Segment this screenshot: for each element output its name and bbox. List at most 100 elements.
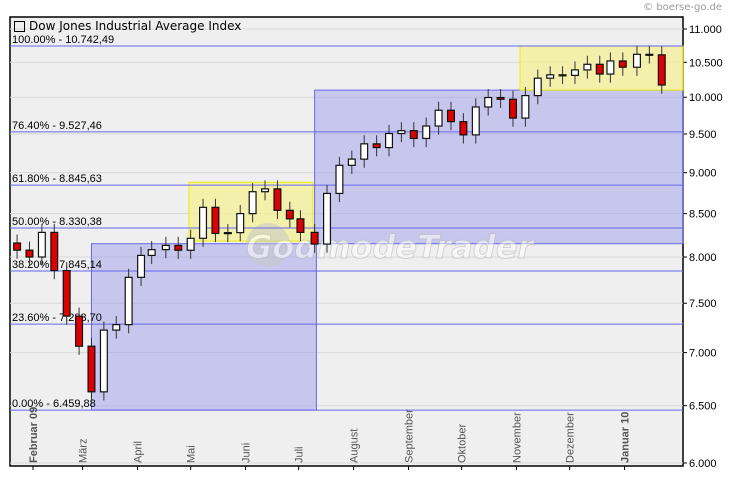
copyright-label: © boerse-go.de [643, 2, 722, 13]
y-tick-label: 10.000 [689, 92, 723, 104]
candle-body [75, 315, 84, 347]
candle [422, 117, 431, 148]
blue-zone [314, 89, 684, 245]
candle-body [645, 53, 654, 56]
candle [261, 180, 270, 201]
chart-title: Dow Jones Industrial Average Index [14, 19, 241, 33]
candle-body [124, 276, 133, 326]
candle-body [409, 130, 418, 140]
fib-level-label: 0.00% - 6.459,88 [12, 398, 96, 410]
y-tick-label: 6.500 [689, 401, 717, 413]
candle-body [37, 231, 46, 258]
candle [372, 135, 381, 157]
candle [137, 246, 146, 286]
legend-checkbox-icon[interactable] [14, 20, 25, 32]
candle [657, 46, 666, 94]
candle-body [161, 244, 170, 251]
candle [546, 66, 555, 87]
candle [606, 52, 615, 83]
candle-body [50, 231, 59, 272]
candle-body [223, 232, 232, 235]
candle-body [248, 191, 257, 215]
candle [446, 101, 456, 131]
candle-body [13, 242, 22, 251]
candle-body [174, 244, 183, 251]
candle [124, 268, 133, 334]
candle-body [533, 77, 542, 97]
candle-body [606, 60, 615, 75]
candle-body [446, 109, 456, 123]
candle-body [360, 143, 369, 160]
candle-body [632, 53, 641, 68]
y-tick-label: 8.000 [689, 252, 717, 264]
candle [296, 210, 305, 242]
candle-body [618, 60, 627, 68]
candle-body [459, 121, 468, 136]
x-tick-label: November [512, 412, 524, 463]
candle [558, 66, 567, 85]
candle-body [570, 69, 579, 76]
candle-body [323, 192, 332, 245]
candle [236, 205, 245, 242]
candle [360, 135, 369, 168]
y-tick-label: 8.500 [689, 209, 717, 221]
candle-body [335, 164, 344, 195]
candle-body [347, 158, 356, 166]
candle [533, 69, 542, 105]
y-tick-label: 7.000 [689, 348, 717, 360]
candle [434, 101, 443, 135]
blue-zone [90, 243, 317, 411]
candle [409, 122, 418, 148]
watermark: GodmodeTrader [246, 223, 536, 267]
candle-body [471, 106, 480, 136]
candle [335, 156, 344, 203]
x-tick-label: Februar 09 [28, 407, 40, 463]
candle-body [595, 63, 604, 75]
candle-body [384, 132, 394, 149]
candle [147, 241, 156, 265]
candle [161, 236, 170, 259]
fib-level-label: 61.80% - 8.845,63 [12, 173, 102, 185]
candle [484, 88, 493, 116]
chart-title-text: Dow Jones Industrial Average Index [29, 19, 242, 33]
candle [50, 223, 59, 280]
candle [570, 61, 579, 85]
candle [496, 88, 505, 108]
candle [310, 223, 319, 253]
candle [459, 113, 468, 144]
candle-body [434, 109, 443, 127]
candle-body [657, 54, 666, 86]
x-tick-label: März [78, 439, 90, 463]
candle [397, 122, 406, 143]
candle [112, 316, 121, 339]
candle-body [199, 206, 208, 239]
candle-body [186, 237, 195, 251]
candle-body [521, 94, 530, 119]
candle-body [583, 63, 592, 71]
candle [323, 184, 332, 253]
candle-body [397, 130, 406, 135]
y-tick-label: 10.500 [689, 57, 723, 69]
candle [347, 150, 356, 174]
watermark-text: GodmodeTrader [246, 228, 535, 266]
x-tick-label: Dezember [565, 412, 577, 463]
y-tick-label: 7.500 [689, 298, 717, 310]
candle [75, 307, 84, 355]
x-tick-label: September [403, 409, 415, 463]
candle-body [62, 269, 71, 317]
candle [13, 234, 22, 259]
watermark-logo-icon [246, 223, 290, 267]
candle-body [236, 213, 245, 234]
candle-body [99, 329, 108, 393]
candle [199, 198, 208, 247]
candle-body [546, 74, 555, 79]
x-tick-label: Mai [186, 445, 198, 463]
plot-area [9, 16, 684, 467]
candle-body [211, 206, 220, 235]
candle [645, 45, 654, 64]
candle-body [273, 188, 282, 211]
candle-body [310, 231, 319, 245]
candle [174, 236, 183, 259]
candle-body [484, 96, 493, 108]
